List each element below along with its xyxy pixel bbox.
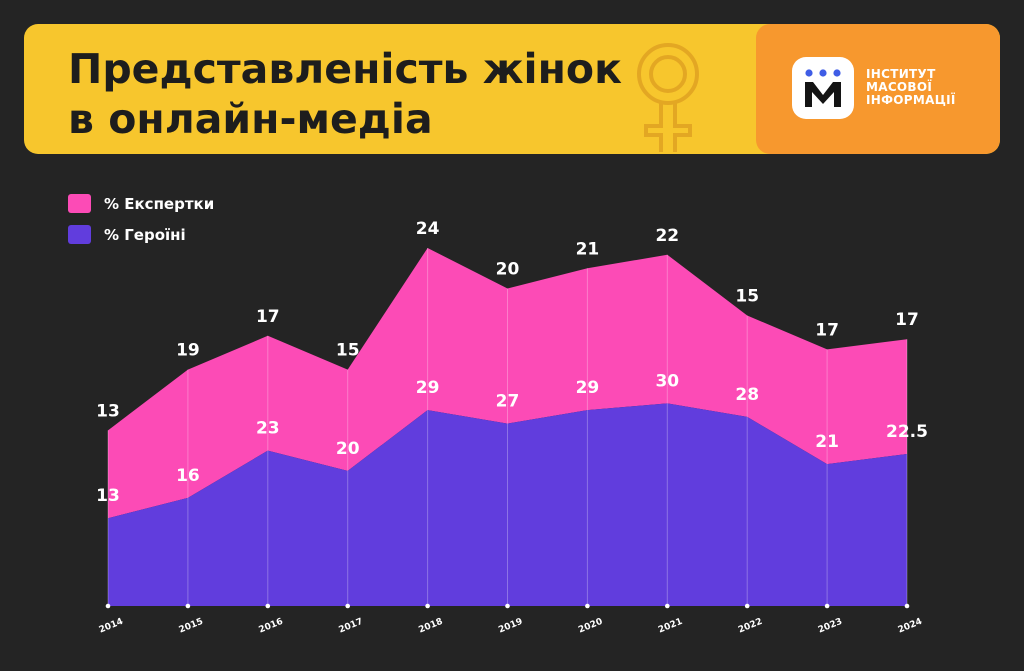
series-area-heroines [108,403,907,606]
x-tick-label-2015: 2015 [178,617,205,636]
axis-dot-2016 [265,603,271,609]
logo-text-line-1: ІНСТИТУТ [866,67,936,81]
data-label-experts-2022: 15 [735,287,759,307]
data-label-heroines-2024: 22.5 [886,422,928,442]
data-label-heroines-2021: 30 [655,371,679,391]
data-label-heroines-2018: 29 [416,378,440,398]
data-label-experts-2020: 21 [576,239,600,259]
axis-dot-2017 [345,603,351,609]
x-tick-label-2019: 2019 [497,617,524,636]
x-tick-label-2022: 2022 [737,617,764,636]
axis-dot-2015 [185,603,191,609]
venus-symbol-icon [637,43,699,152]
axis-dot-2024 [904,603,910,609]
axis-dot-2021 [665,603,670,609]
logo-text-line-2: МАСОВОЇ [866,80,933,94]
x-tick-label-2021: 2021 [657,617,684,636]
axis-dot-2020 [585,603,590,609]
axis-dot-2023 [824,603,830,609]
header-banner: Представленість жінок в онлайн-медіа ІНС… [24,24,1000,154]
legend-label-heroines: % Героїні [104,225,186,244]
data-label-experts-2015: 19 [176,341,200,361]
axis-dot-2022 [744,603,750,609]
x-tick-label-2017: 2017 [337,617,364,636]
legend-item-experts: % Експертки [68,193,214,214]
page-title: Представленість жінок в онлайн-медіа [68,44,622,144]
data-label-experts-2016: 17 [256,307,280,327]
data-label-heroines-2016: 23 [256,419,280,439]
imi-m-logo-icon [792,57,854,119]
x-tick-label-2020: 2020 [577,617,604,636]
axis-dot-2014 [105,603,111,609]
page-title-line-1: Представленість жінок [68,45,622,93]
data-label-heroines-2015: 16 [176,466,200,486]
data-label-heroines-2014: 13 [96,486,120,506]
data-label-experts-2017: 15 [336,341,360,361]
x-tick-label-2016: 2016 [258,617,285,636]
legend-swatch-experts [68,194,91,213]
x-tick-label-2018: 2018 [417,617,444,636]
data-label-experts-2024: 17 [895,310,919,330]
data-label-heroines-2017: 20 [336,439,360,459]
data-label-heroines-2023: 21 [815,432,839,452]
x-tick-label-2024: 2024 [897,617,924,636]
legend-label-experts: % Експертки [104,194,215,213]
data-label-heroines-2019: 27 [496,392,520,412]
data-label-heroines-2020: 29 [576,378,600,398]
legend-swatch-heroines [68,225,91,244]
data-label-experts-2018: 24 [416,219,440,239]
logo-text-line-3: ІНФОРМАЦІЇ [866,93,956,107]
data-label-heroines-2022: 28 [735,385,759,405]
axis-dot-2018 [425,603,430,609]
series-area-experts [108,248,907,519]
page-title-line-2: в онлайн-медіа [68,95,433,143]
x-tick-label-2023: 2023 [817,617,844,636]
axis-dot-2019 [505,603,510,609]
data-label-experts-2019: 20 [496,260,520,280]
legend-item-heroines: % Героїні [68,224,214,245]
logo-panel: ІНСТИТУТ МАСОВОЇ ІНФОРМАЦІЇ [756,24,1000,154]
x-tick-label-2014: 2014 [98,617,125,636]
data-label-experts-2014: 13 [96,401,120,421]
logo-text: ІНСТИТУТ МАСОВОЇ ІНФОРМАЦІЇ [866,68,956,107]
data-label-experts-2021: 22 [655,226,679,246]
chart-legend: % Експертки % Героїні [68,193,214,255]
data-label-experts-2023: 17 [815,320,839,340]
